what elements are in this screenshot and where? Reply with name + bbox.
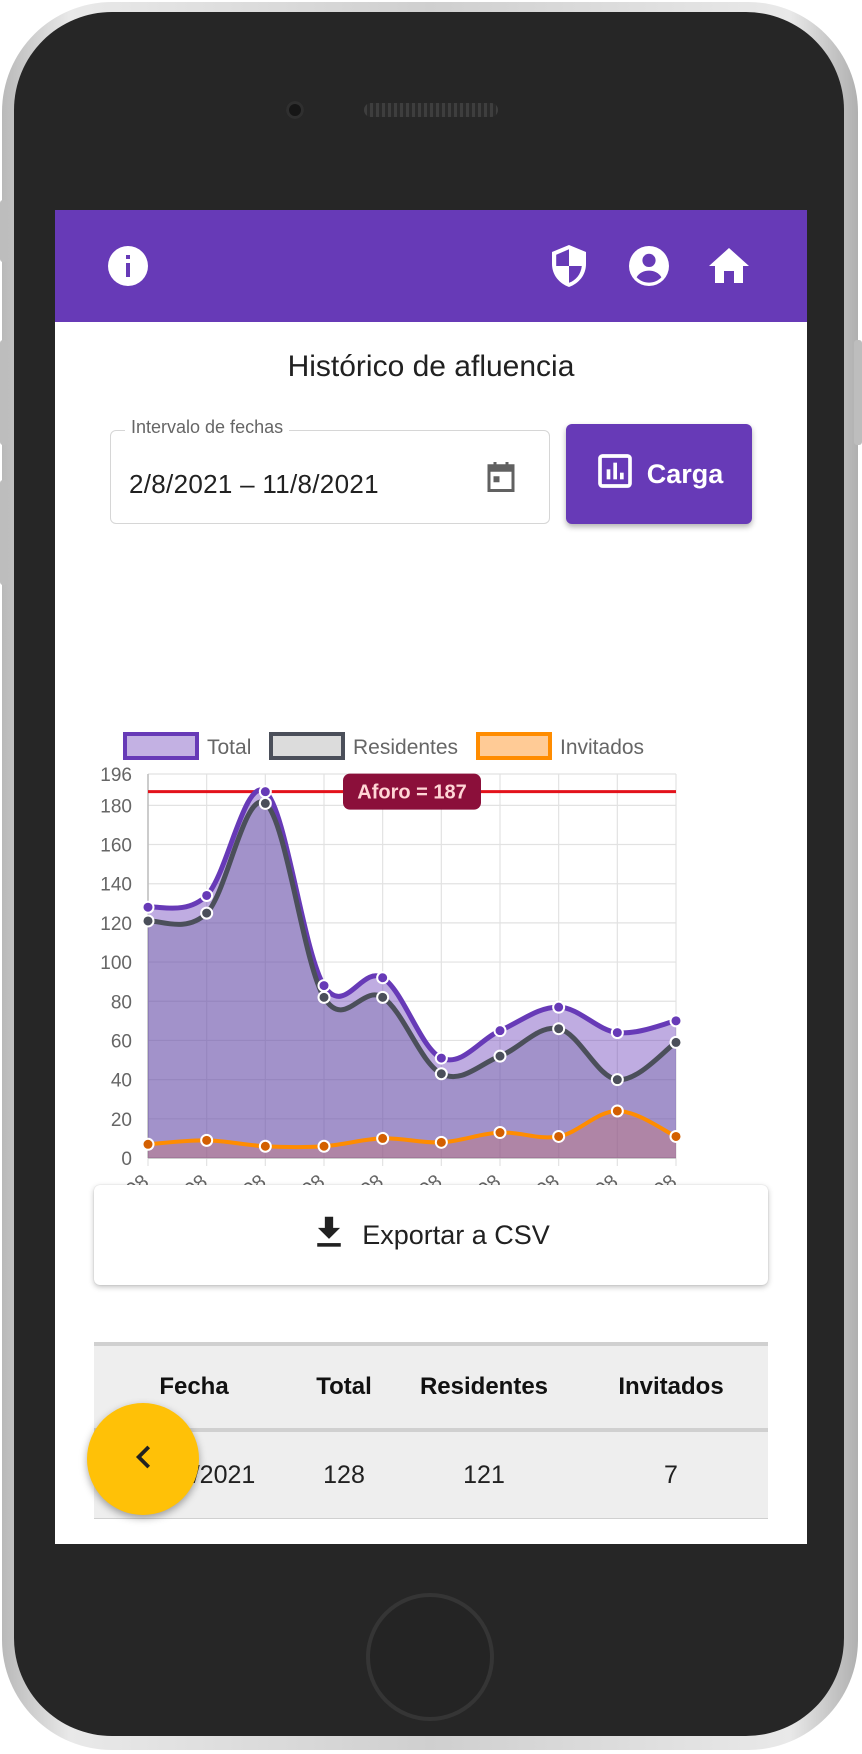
- capacity-line-group: Aforo = 187: [148, 773, 676, 810]
- volume-up-button: [0, 340, 8, 445]
- data-point: [317, 1139, 331, 1153]
- chart-legend: Total Residentes Invitados: [123, 732, 644, 760]
- header-fecha[interactable]: Fecha: [159, 1373, 229, 1400]
- y-tick-label: 160: [100, 836, 132, 857]
- capacity-label-bg: [343, 773, 481, 810]
- data-point: [258, 785, 272, 799]
- data-point: [141, 1137, 155, 1151]
- area-invitados: [148, 1110, 676, 1158]
- chart-areas: [148, 789, 676, 1158]
- chevron-left-icon: [128, 1442, 158, 1477]
- y-tick-label: 140: [100, 875, 132, 896]
- y-tick-label: 196: [100, 765, 132, 786]
- data-point: [493, 1049, 507, 1063]
- data-point: [317, 979, 331, 993]
- export-csv-button[interactable]: Exportar a CSV: [94, 1185, 768, 1285]
- cell-fecha: /2021: [192, 1460, 256, 1489]
- volume-down-button: [0, 480, 8, 585]
- legend-swatch-total: [123, 732, 199, 760]
- data-point: [317, 990, 331, 1004]
- legend-swatch-invitados: [476, 732, 552, 760]
- y-tick-label: 100: [100, 953, 132, 974]
- data-point: [376, 1131, 390, 1145]
- date-range-value[interactable]: 2/8/2021 – 11/8/2021: [129, 469, 379, 499]
- bar-chart-icon: [595, 451, 635, 498]
- data-point: [669, 1014, 683, 1028]
- front-camera: [286, 101, 304, 119]
- calendar-icon[interactable]: [483, 459, 519, 495]
- mute-switch: [0, 200, 8, 262]
- chart-grid: [147, 773, 677, 1166]
- data-point: [434, 1135, 448, 1149]
- data-point: [141, 914, 155, 928]
- app-bar: [55, 210, 807, 322]
- y-tick-label: 180: [100, 796, 132, 817]
- data-table: Fecha Total Residentes Invitados /2021 1…: [94, 1342, 768, 1519]
- data-point: [258, 796, 272, 810]
- app-screen: Histórico de afluencia Intervalo de fech…: [55, 210, 807, 1544]
- power-button: [854, 340, 862, 445]
- line-invitados: [147, 1108, 677, 1150]
- y-tick-label: 120: [100, 914, 132, 935]
- header-total[interactable]: Total: [316, 1373, 372, 1400]
- data-point: [552, 1000, 566, 1014]
- legend-label-invitados: Invitados: [560, 736, 644, 759]
- data-point: [552, 1022, 566, 1036]
- data-point: [434, 1051, 448, 1065]
- y-tick-label: 80: [111, 992, 132, 1013]
- y-tick-label: 0: [121, 1149, 132, 1170]
- legend-label-residentes: Residentes: [353, 736, 458, 759]
- y-tick-label: 60: [111, 1031, 132, 1052]
- shield-icon[interactable]: [545, 242, 593, 290]
- info-icon[interactable]: [104, 242, 152, 290]
- data-point: [669, 1129, 683, 1143]
- data-point: [258, 1139, 272, 1153]
- data-point: [141, 900, 155, 914]
- data-point: [610, 1073, 624, 1087]
- legend-swatch-residentes: [269, 732, 345, 760]
- data-point: [376, 971, 390, 985]
- data-point: [200, 1133, 214, 1147]
- area-residentes: [148, 801, 676, 1158]
- cell-residentes: 121: [463, 1460, 505, 1489]
- cell-invitados: 7: [664, 1460, 678, 1489]
- back-fab[interactable]: [87, 1403, 199, 1515]
- data-point: [552, 1129, 566, 1143]
- data-point: [610, 1104, 624, 1118]
- legend-label-total: Total: [207, 736, 251, 759]
- earpiece-speaker: [364, 103, 498, 117]
- data-point: [493, 1126, 507, 1140]
- capacity-label: Aforo = 187: [357, 782, 466, 804]
- date-range-field[interactable]: Intervalo de fechas 2/8/2021 – 11/8/2021: [110, 417, 550, 524]
- header-residentes[interactable]: Residentes: [419, 1373, 549, 1400]
- table-row[interactable]: /2021 128 121 7: [94, 1432, 768, 1519]
- load-button[interactable]: Carga: [566, 424, 752, 524]
- home-icon[interactable]: [705, 242, 753, 290]
- export-csv-label: Exportar a CSV: [362, 1219, 550, 1250]
- header-invitados[interactable]: Invitados: [618, 1373, 724, 1400]
- data-point: [200, 906, 214, 920]
- y-tick-label: 20: [111, 1110, 132, 1131]
- account-circle-icon[interactable]: [625, 242, 673, 290]
- chart-points: [141, 785, 683, 1153]
- table-header: Fecha Total Residentes Invitados: [94, 1342, 768, 1432]
- data-point: [376, 990, 390, 1004]
- home-hardware-button[interactable]: [366, 1593, 494, 1721]
- data-point: [493, 1024, 507, 1038]
- data-point: [434, 1067, 448, 1081]
- cell-total: 128: [323, 1460, 365, 1489]
- data-point: [610, 1026, 624, 1040]
- date-range-label: Intervalo de fechas: [125, 417, 290, 438]
- page-title: Histórico de afluencia: [287, 350, 575, 383]
- data-point: [669, 1035, 683, 1049]
- load-button-label: Carga: [646, 458, 724, 489]
- y-tick-label: 40: [111, 1071, 132, 1092]
- area-total: [148, 789, 676, 1158]
- download-icon: [312, 1214, 346, 1257]
- data-point: [200, 888, 214, 902]
